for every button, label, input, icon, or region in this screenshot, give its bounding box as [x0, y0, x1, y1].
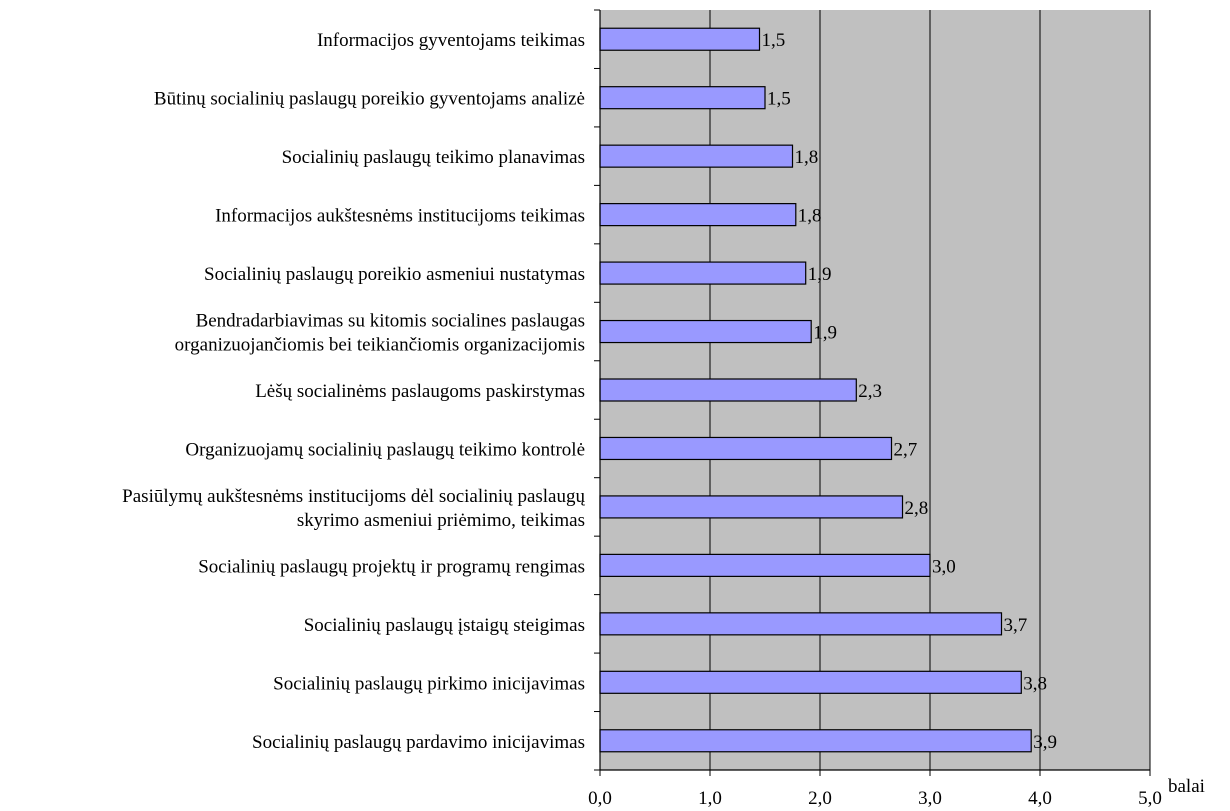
category-label-2: Socialinių paslaugų teikimo planavimas [282, 147, 585, 168]
tick-labels: 0,0 1,0 2,0 3,0 4,0 5,0 [588, 788, 1162, 809]
x-tick-label-1: 1,0 [698, 788, 722, 809]
bar-10 [599, 612, 1003, 636]
bar-2 [599, 144, 794, 168]
category-label-1: Būtinų socialinių paslaugų poreikio gyve… [154, 89, 585, 110]
bar-1 [599, 86, 766, 110]
data-labels: 1,5 1,5 1,8 1,8 1,9 1,9 2,3 2,7 2,8 3,0 3,7 3,8 3,9 [762, 30, 1057, 753]
data-label-0: 1,5 [762, 30, 786, 51]
data-label-4: 1,9 [808, 264, 832, 285]
category-label-12: Socialinių paslaugų pardavimo inicijavim… [252, 732, 585, 753]
x-tick-label-3: 3,0 [918, 788, 942, 809]
bar-11 [599, 670, 1022, 694]
category-label-6: Lėšų socialinėms paslaugoms paskirstymas [255, 381, 585, 402]
bar-3 [599, 203, 797, 227]
category-label-0: Informacijos gyventojams teikimas [317, 30, 585, 51]
data-label-1: 1,5 [767, 89, 791, 110]
data-label-11: 3,8 [1023, 673, 1047, 694]
data-label-3: 1,8 [798, 206, 822, 227]
data-label-10: 3,7 [1004, 615, 1028, 636]
category-label-8: Pasiūlymų aukštesnėms institucijoms dėl … [122, 486, 585, 531]
data-label-9: 3,0 [932, 556, 956, 577]
category-label-7: Organizuojamų socialinių paslaugų teikim… [185, 439, 585, 460]
category-label-9: Socialinių paslaugų projektų ir programų… [198, 556, 585, 577]
bar-6 [599, 378, 857, 402]
category-labels: Informacijos gyventojams teikimas Būtinų … [122, 30, 585, 753]
bar-4 [599, 261, 807, 285]
bars [599, 27, 1032, 753]
x-tick-label-5: 5,0 [1138, 788, 1162, 809]
x-tick-label-4: 4,0 [1028, 788, 1052, 809]
category-label-10: Socialinių paslaugų įstaigų steigimas [304, 615, 585, 636]
x-axis-title: balai [1168, 776, 1205, 797]
category-label-3: Informacijos aukštesnėms institucijoms t… [215, 206, 585, 227]
x-tick-label-2: 2,0 [808, 788, 832, 809]
category-label-5: Bendradarbiavimas su kitomis socialines … [175, 311, 585, 356]
category-label-11: Socialinių paslaugų pirkimo inicijavimas [273, 673, 585, 694]
bar-9 [599, 553, 931, 577]
data-label-5: 1,9 [813, 323, 837, 344]
bar-7 [599, 436, 893, 461]
data-label-8: 2,8 [905, 498, 929, 519]
bar-12 [599, 729, 1032, 753]
bar-5 [599, 319, 812, 344]
axes [594, 9, 1151, 776]
bar-8 [599, 495, 904, 519]
data-label-2: 1,8 [795, 147, 819, 168]
data-label-7: 2,7 [894, 439, 918, 460]
bar-0 [599, 27, 761, 51]
x-tick-label-0: 0,0 [588, 788, 612, 809]
category-label-4: Socialinių paslaugų poreikio asmeniui nu… [204, 264, 585, 285]
data-label-6: 2,3 [858, 381, 882, 402]
data-label-12: 3,9 [1033, 732, 1057, 753]
